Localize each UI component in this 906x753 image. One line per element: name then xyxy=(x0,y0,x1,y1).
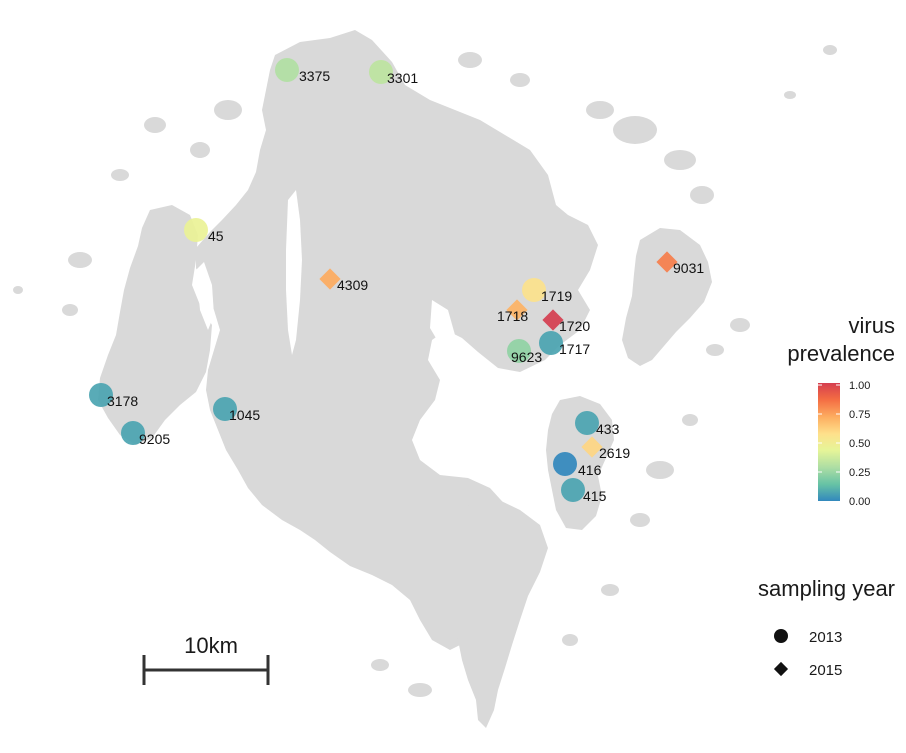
color-legend-title-line2: prevalence xyxy=(787,341,895,366)
color-legend-tick-label: 0.00 xyxy=(849,496,870,508)
west-island xyxy=(98,205,212,445)
east-island xyxy=(622,228,712,366)
site-label: 1719 xyxy=(541,288,572,304)
site-label: 1717 xyxy=(559,341,590,357)
site-label: 9031 xyxy=(673,260,704,276)
islet xyxy=(144,117,166,133)
color-legend-tick-label: 1.00 xyxy=(849,380,870,392)
site-label: 3178 xyxy=(107,393,138,409)
site-marker-1717: 1717 xyxy=(539,331,590,357)
circle-marker xyxy=(575,411,599,435)
islet xyxy=(458,52,482,68)
islet xyxy=(111,169,129,181)
site-label: 1720 xyxy=(559,318,590,334)
islet xyxy=(371,659,389,671)
circle-marker xyxy=(89,383,113,407)
land-mass xyxy=(13,30,837,728)
legend-diamond-icon xyxy=(773,661,789,677)
circle-marker xyxy=(184,218,208,242)
color-legend-tick-label: 0.25 xyxy=(849,467,870,479)
site-marker-9205: 9205 xyxy=(121,421,170,447)
site-label: 416 xyxy=(578,462,602,478)
color-legend: virus prevalence 1.00 0.75 0.50 0.25 0.0… xyxy=(787,313,895,508)
site-label: 45 xyxy=(208,228,224,244)
shape-legend: sampling year 2013 2015 xyxy=(758,576,895,679)
islet xyxy=(784,91,796,99)
circle-marker xyxy=(213,397,237,421)
site-label: 2619 xyxy=(599,445,630,461)
color-legend-tick-label: 0.75 xyxy=(849,409,870,421)
islet xyxy=(62,304,78,316)
site-marker-9031: 9031 xyxy=(656,251,704,276)
islet xyxy=(613,116,657,144)
site-label: 3375 xyxy=(299,68,330,84)
islet xyxy=(510,73,530,87)
circle-marker xyxy=(522,278,546,302)
site-label: 415 xyxy=(583,488,607,504)
circle-marker xyxy=(539,331,563,355)
site-marker-1045: 1045 xyxy=(213,397,260,423)
site-label: 433 xyxy=(596,421,620,437)
islet xyxy=(730,318,750,332)
scale-bar-label: 10km xyxy=(184,633,238,658)
islet xyxy=(562,634,578,646)
scale-bar: 10km xyxy=(142,633,270,685)
circle-marker xyxy=(561,478,585,502)
islet xyxy=(214,100,242,120)
islet xyxy=(706,344,724,356)
color-legend-title-line1: virus xyxy=(849,313,895,338)
site-marker-1719: 1719 xyxy=(522,278,572,304)
site-label: 9205 xyxy=(139,431,170,447)
sites-layer: 3375 3301 45 4309 9031 1719 1718 1720 1717 9623 31… xyxy=(89,58,704,504)
site-label: 1045 xyxy=(229,407,260,423)
islet xyxy=(664,150,696,170)
islet xyxy=(190,142,210,158)
legend-entry-label: 2013 xyxy=(809,629,842,646)
islet xyxy=(68,252,92,268)
main-island xyxy=(196,30,598,650)
legend-entry-label: 2015 xyxy=(809,662,842,679)
islet xyxy=(601,584,619,596)
islet xyxy=(682,414,698,426)
islet xyxy=(408,683,432,697)
site-marker-45: 45 xyxy=(184,218,224,244)
circle-marker xyxy=(121,421,145,445)
circle-marker xyxy=(369,60,393,84)
islet xyxy=(586,101,614,119)
circle-marker xyxy=(275,58,299,82)
islet xyxy=(823,45,837,55)
south-island xyxy=(456,498,548,728)
site-label: 1718 xyxy=(497,308,528,324)
channel xyxy=(430,300,455,345)
shape-legend-title: sampling year xyxy=(758,576,895,601)
islet xyxy=(646,461,674,479)
site-marker-2619: 2619 xyxy=(581,436,630,461)
circle-marker xyxy=(553,452,577,476)
site-label: 9623 xyxy=(511,349,542,365)
water-channels xyxy=(196,190,455,355)
site-marker-1720: 1720 xyxy=(542,309,590,334)
islet xyxy=(630,513,650,527)
diamond-marker xyxy=(542,309,564,331)
site-marker-433: 433 xyxy=(575,411,620,437)
islet xyxy=(690,186,714,204)
site-label: 4309 xyxy=(337,277,368,293)
site-label: 3301 xyxy=(387,70,418,86)
site-marker-9623: 9623 xyxy=(507,339,542,365)
site-marker-415: 415 xyxy=(561,478,607,504)
islet xyxy=(13,286,23,294)
legend-circle-icon xyxy=(774,629,788,643)
circle-marker xyxy=(507,339,531,363)
diamond-marker xyxy=(656,251,678,273)
color-legend-bar xyxy=(818,383,840,501)
site-marker-3178: 3178 xyxy=(89,383,138,409)
site-marker-416: 416 xyxy=(553,452,602,478)
site-marker-3375: 3375 xyxy=(275,58,330,84)
site-marker-3301: 3301 xyxy=(369,60,418,86)
channel xyxy=(286,190,302,355)
color-legend-tick-label: 0.50 xyxy=(849,438,870,450)
channel xyxy=(196,262,214,330)
diamond-marker xyxy=(581,436,603,458)
